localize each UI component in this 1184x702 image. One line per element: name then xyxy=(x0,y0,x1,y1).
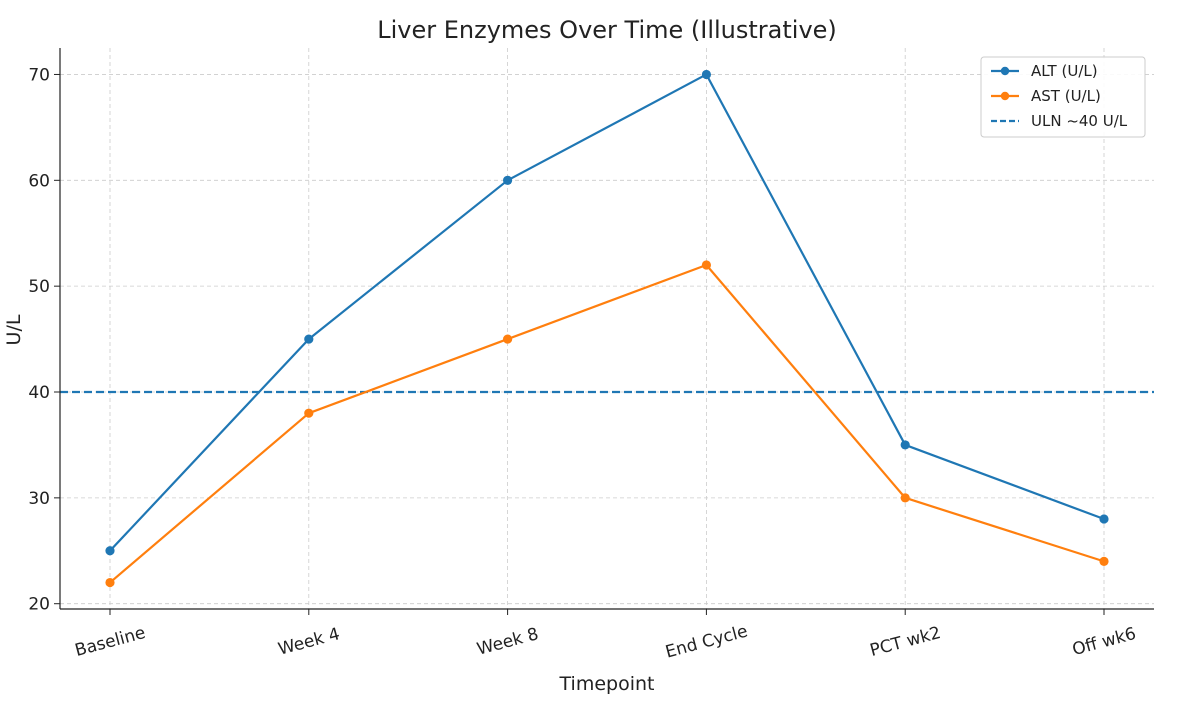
series-ast xyxy=(105,260,1109,588)
ticks: 20 30 40 50 60 70 Baseline Week 4 Week 8 End Cycl… xyxy=(28,65,1138,662)
y-tick-label: 30 xyxy=(28,489,50,509)
data-point-alt xyxy=(503,175,513,185)
x-tick-label: Baseline xyxy=(73,623,148,661)
x-axis-title: Timepoint xyxy=(559,673,655,695)
data-point-ast xyxy=(1099,556,1109,566)
legend-label-alt: ALT (U/L) xyxy=(1031,62,1098,80)
legend-box xyxy=(980,56,1146,138)
y-tick-label: 70 xyxy=(28,65,50,85)
x-tick-label: Week 4 xyxy=(276,624,342,660)
data-point-ast xyxy=(503,334,513,344)
data-point-alt xyxy=(1099,514,1109,524)
series-line-alt xyxy=(109,73,1105,552)
data-point-alt xyxy=(900,440,910,450)
legend-label-uln: ULN ~40 U/L xyxy=(1031,112,1128,130)
data-point-alt xyxy=(105,546,115,556)
legend-label-ast: AST (U/L) xyxy=(1031,87,1101,105)
y-tick-label: 40 xyxy=(28,383,50,403)
series-alt xyxy=(105,69,1109,556)
axes xyxy=(59,48,1154,610)
legend-marker-alt xyxy=(1000,66,1010,76)
series-line-ast xyxy=(109,263,1105,584)
y-axis-title: U/L xyxy=(3,314,25,345)
chart-title: Liver Enzymes Over Time (Illustrative) xyxy=(377,16,837,44)
x-tick-label: Off wk6 xyxy=(1070,624,1138,660)
data-point-ast xyxy=(304,408,314,418)
y-tick-label: 20 xyxy=(28,595,50,615)
data-point-ast xyxy=(105,577,115,588)
y-tick-label: 60 xyxy=(28,171,50,191)
legend: ALT (U/L) AST (U/L) ULN ~40 U/L xyxy=(980,56,1146,138)
y-tick-label: 50 xyxy=(28,277,50,297)
series-layer xyxy=(105,69,1109,588)
x-tick-label: Week 8 xyxy=(475,624,541,660)
x-tick-label: End Cycle xyxy=(663,621,749,662)
x-tick-label: PCT wk2 xyxy=(868,623,943,661)
data-point-alt xyxy=(701,69,712,80)
data-point-alt xyxy=(304,334,314,344)
data-point-ast xyxy=(900,493,910,503)
data-point-ast xyxy=(701,260,712,270)
legend-marker-ast xyxy=(1000,91,1010,101)
